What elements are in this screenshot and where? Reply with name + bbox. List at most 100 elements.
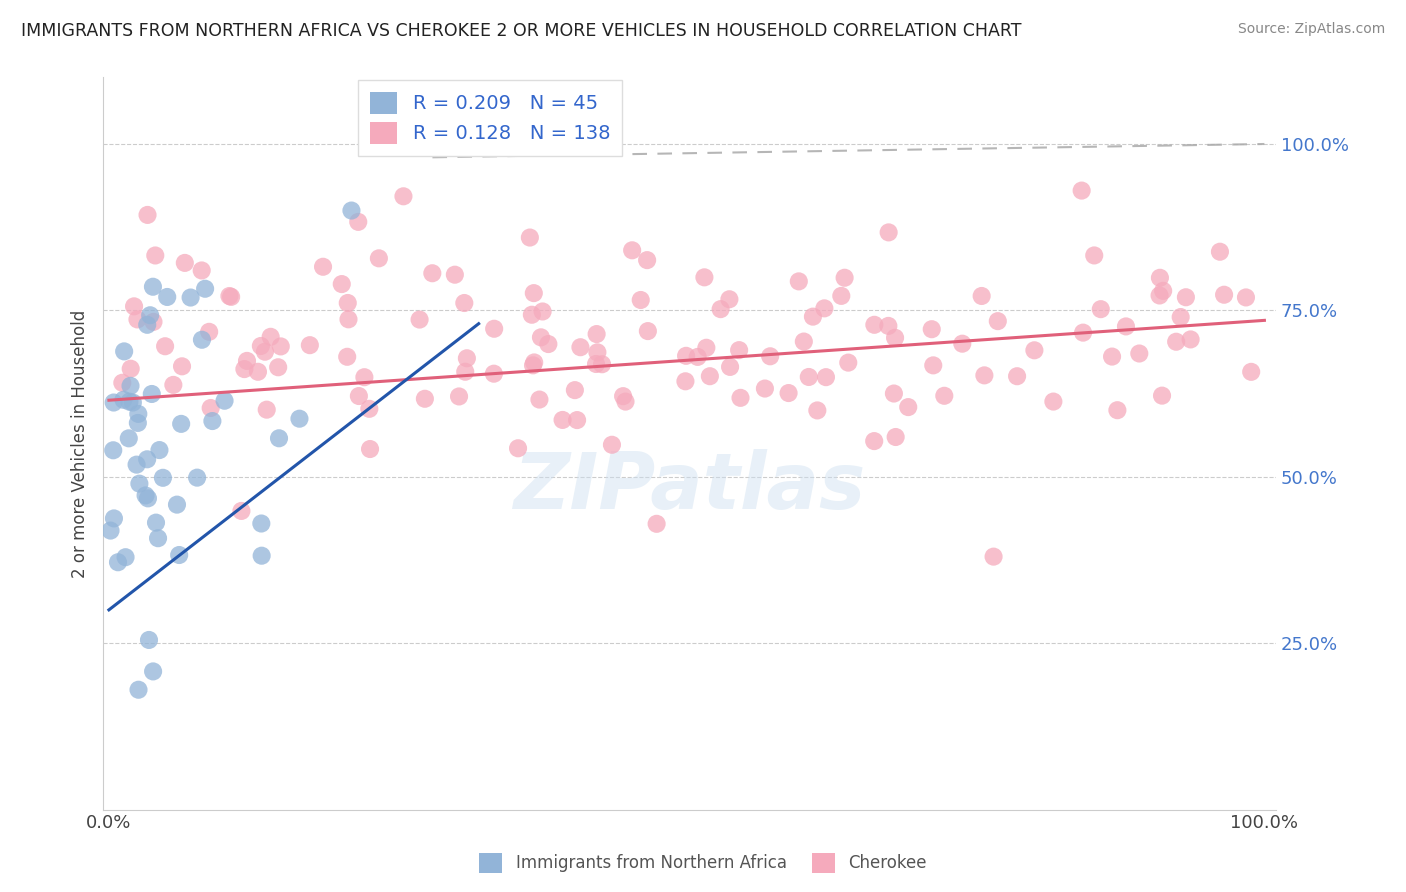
Point xyxy=(173,256,195,270)
Point xyxy=(637,324,659,338)
Point xyxy=(506,442,529,456)
Point xyxy=(408,312,430,326)
Point xyxy=(156,290,179,304)
Point xyxy=(1115,319,1137,334)
Point xyxy=(122,299,145,313)
Point xyxy=(1174,290,1197,304)
Point xyxy=(142,279,165,293)
Point xyxy=(1071,326,1094,340)
Point xyxy=(167,548,190,562)
Point xyxy=(718,359,741,374)
Point xyxy=(569,340,592,354)
Point xyxy=(778,386,800,401)
Point xyxy=(420,266,443,280)
Point xyxy=(585,357,607,371)
Point xyxy=(565,413,588,427)
Point xyxy=(621,244,644,258)
Point xyxy=(250,549,273,563)
Point xyxy=(1166,334,1188,349)
Point xyxy=(793,334,815,349)
Point xyxy=(537,337,560,351)
Point xyxy=(336,350,359,364)
Point xyxy=(1083,248,1105,262)
Point xyxy=(456,351,478,366)
Point xyxy=(695,341,717,355)
Point xyxy=(1152,284,1174,298)
Point xyxy=(142,665,165,679)
Point xyxy=(298,338,321,352)
Point xyxy=(1024,343,1046,358)
Point xyxy=(699,369,721,384)
Point xyxy=(120,361,142,376)
Point xyxy=(1149,270,1171,285)
Point xyxy=(136,452,159,467)
Point xyxy=(162,377,184,392)
Point xyxy=(1005,369,1028,384)
Point xyxy=(111,376,134,390)
Point xyxy=(114,550,136,565)
Point xyxy=(675,349,697,363)
Point xyxy=(367,252,389,266)
Point xyxy=(127,407,149,421)
Point xyxy=(145,516,167,530)
Text: Source: ZipAtlas.com: Source: ZipAtlas.com xyxy=(1237,22,1385,37)
Point xyxy=(1240,365,1263,379)
Point xyxy=(983,549,1005,564)
Point xyxy=(1070,184,1092,198)
Point xyxy=(353,370,375,384)
Point xyxy=(564,383,586,397)
Point xyxy=(897,400,920,414)
Point xyxy=(170,417,193,431)
Point xyxy=(814,370,837,384)
Point xyxy=(148,443,170,458)
Point xyxy=(103,443,125,458)
Point xyxy=(118,431,141,445)
Point xyxy=(233,362,256,376)
Point xyxy=(987,314,1010,328)
Point xyxy=(166,498,188,512)
Point xyxy=(813,301,835,316)
Point xyxy=(136,491,159,506)
Text: ZIPatlas: ZIPatlas xyxy=(513,450,866,525)
Point xyxy=(218,289,240,303)
Point xyxy=(136,208,159,222)
Point xyxy=(1150,389,1173,403)
Point xyxy=(787,274,810,288)
Point xyxy=(180,291,202,305)
Point xyxy=(201,414,224,428)
Point xyxy=(190,263,212,277)
Y-axis label: 2 or more Vehicles in Household: 2 or more Vehicles in Household xyxy=(72,310,89,578)
Point xyxy=(152,471,174,485)
Point xyxy=(1170,310,1192,324)
Point xyxy=(531,304,554,318)
Point xyxy=(877,318,900,333)
Point xyxy=(153,339,176,353)
Point xyxy=(330,277,353,291)
Point xyxy=(191,333,214,347)
Point xyxy=(128,476,150,491)
Point xyxy=(1209,244,1232,259)
Point xyxy=(630,293,652,307)
Point xyxy=(337,312,360,326)
Point xyxy=(693,270,716,285)
Point xyxy=(591,357,613,371)
Point xyxy=(413,392,436,406)
Point xyxy=(585,327,607,342)
Point xyxy=(522,359,544,373)
Point xyxy=(120,379,142,393)
Point xyxy=(877,226,900,240)
Legend: Immigrants from Northern Africa, Cherokee: Immigrants from Northern Africa, Cheroke… xyxy=(472,847,934,880)
Point xyxy=(186,470,208,484)
Point xyxy=(884,430,907,444)
Point xyxy=(586,345,609,359)
Point xyxy=(267,431,290,445)
Point xyxy=(523,286,546,301)
Point xyxy=(863,434,886,449)
Point xyxy=(806,403,828,417)
Point xyxy=(112,392,135,407)
Point xyxy=(728,343,751,358)
Point xyxy=(250,516,273,531)
Point xyxy=(797,370,820,384)
Point xyxy=(482,367,505,381)
Point xyxy=(970,289,993,303)
